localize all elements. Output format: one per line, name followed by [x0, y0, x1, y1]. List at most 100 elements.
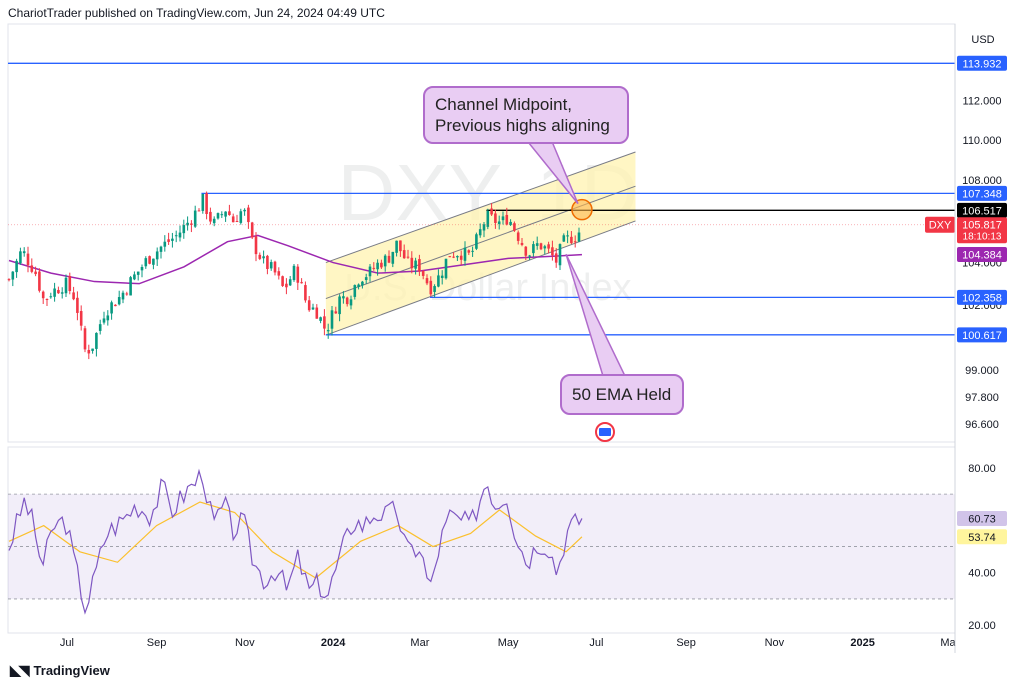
candle-body [281, 276, 284, 286]
candle [425, 274, 429, 286]
candle [174, 230, 178, 243]
candle-body [235, 221, 239, 223]
candle [361, 280, 364, 289]
candle [117, 290, 121, 306]
candle-body [573, 241, 577, 243]
candle [326, 323, 330, 339]
candle [570, 231, 573, 245]
candle-body [376, 262, 379, 270]
candle-body [459, 255, 463, 260]
candle [110, 300, 113, 320]
candle-body [539, 243, 543, 250]
candle-body [380, 262, 383, 268]
candle-body [319, 317, 322, 321]
candle-body [178, 232, 182, 238]
candle-body [406, 256, 410, 258]
candle [220, 211, 224, 219]
candle-body [516, 232, 520, 241]
candle [323, 309, 326, 336]
candle-body [391, 251, 395, 264]
candle-body [551, 247, 554, 256]
candle [190, 220, 193, 233]
candle-body [125, 293, 129, 295]
candle-body [60, 292, 64, 294]
symbol-tag [925, 216, 955, 233]
time-axis: Jul Sep Nov 2024 Mar May Jul Sep Nov 2025 Ma [60, 637, 957, 649]
candle [467, 249, 471, 256]
price-tick-label: 97.800 [965, 392, 999, 404]
candle-body [357, 284, 360, 287]
candle [509, 219, 512, 226]
candle [171, 232, 174, 248]
candle [57, 286, 60, 294]
rsi-tick-label: 40.00 [968, 568, 996, 580]
candle-body [494, 213, 497, 224]
candle-body [326, 330, 330, 332]
candle-body [129, 277, 132, 296]
candle-body [277, 271, 281, 276]
candle [125, 291, 129, 296]
candle-body [463, 247, 467, 261]
candle [516, 230, 520, 245]
candle [269, 259, 273, 271]
price-badge-label: 107.348 [962, 188, 1002, 200]
price-tick-label: 108.000 [962, 175, 1002, 187]
channel-upper-line [325, 151, 636, 264]
time-tick-label: Nov [235, 637, 255, 649]
candle-body [383, 255, 387, 267]
candle [155, 247, 159, 266]
candle [311, 303, 315, 311]
candle [471, 246, 474, 257]
candle [402, 244, 406, 259]
candle-body [471, 250, 474, 252]
candle [41, 290, 45, 304]
candle [26, 246, 30, 273]
candle [437, 269, 440, 288]
candle-body [543, 246, 547, 249]
candle [543, 244, 547, 255]
callout-ema-held: 50 EMA Held [560, 374, 684, 415]
candle [30, 258, 34, 274]
candle-body [239, 211, 243, 223]
candle [456, 255, 459, 261]
candle-body [174, 235, 178, 237]
candle-body [323, 316, 326, 329]
candle [444, 258, 448, 280]
time-tick-label: Sep [147, 637, 167, 649]
candle [494, 209, 497, 229]
candle-body [209, 211, 212, 222]
highlight-circle [571, 198, 593, 221]
candle-body [501, 216, 505, 221]
rsi-tick-label: 20.00 [968, 620, 996, 632]
candle [159, 245, 163, 259]
rsi-badge [957, 510, 1007, 526]
candle [539, 242, 543, 251]
candle [144, 256, 148, 269]
candle [357, 283, 360, 290]
candle [106, 310, 110, 326]
candle-body [535, 243, 539, 246]
symbol-tag-label: DXY [929, 220, 952, 232]
rsi-pane-frame [7, 446, 956, 634]
candle-body [566, 235, 569, 237]
candle-body [440, 275, 444, 279]
candle [300, 278, 303, 284]
candle [121, 290, 125, 304]
candle [235, 214, 239, 223]
candle [532, 241, 535, 257]
candle [497, 215, 501, 230]
candle [53, 282, 56, 302]
candle-body [26, 253, 30, 266]
candle [414, 257, 417, 275]
candle [505, 207, 509, 226]
candle-body [520, 242, 524, 245]
candle [34, 266, 37, 277]
candle-body [509, 221, 512, 225]
candle [91, 348, 94, 354]
candle-body [22, 251, 26, 254]
tradingview-brand[interactable]: ◣◥ TradingView [10, 662, 110, 679]
candle-body [361, 281, 364, 286]
candle [19, 247, 22, 265]
candle [440, 270, 444, 285]
candle [285, 278, 288, 295]
